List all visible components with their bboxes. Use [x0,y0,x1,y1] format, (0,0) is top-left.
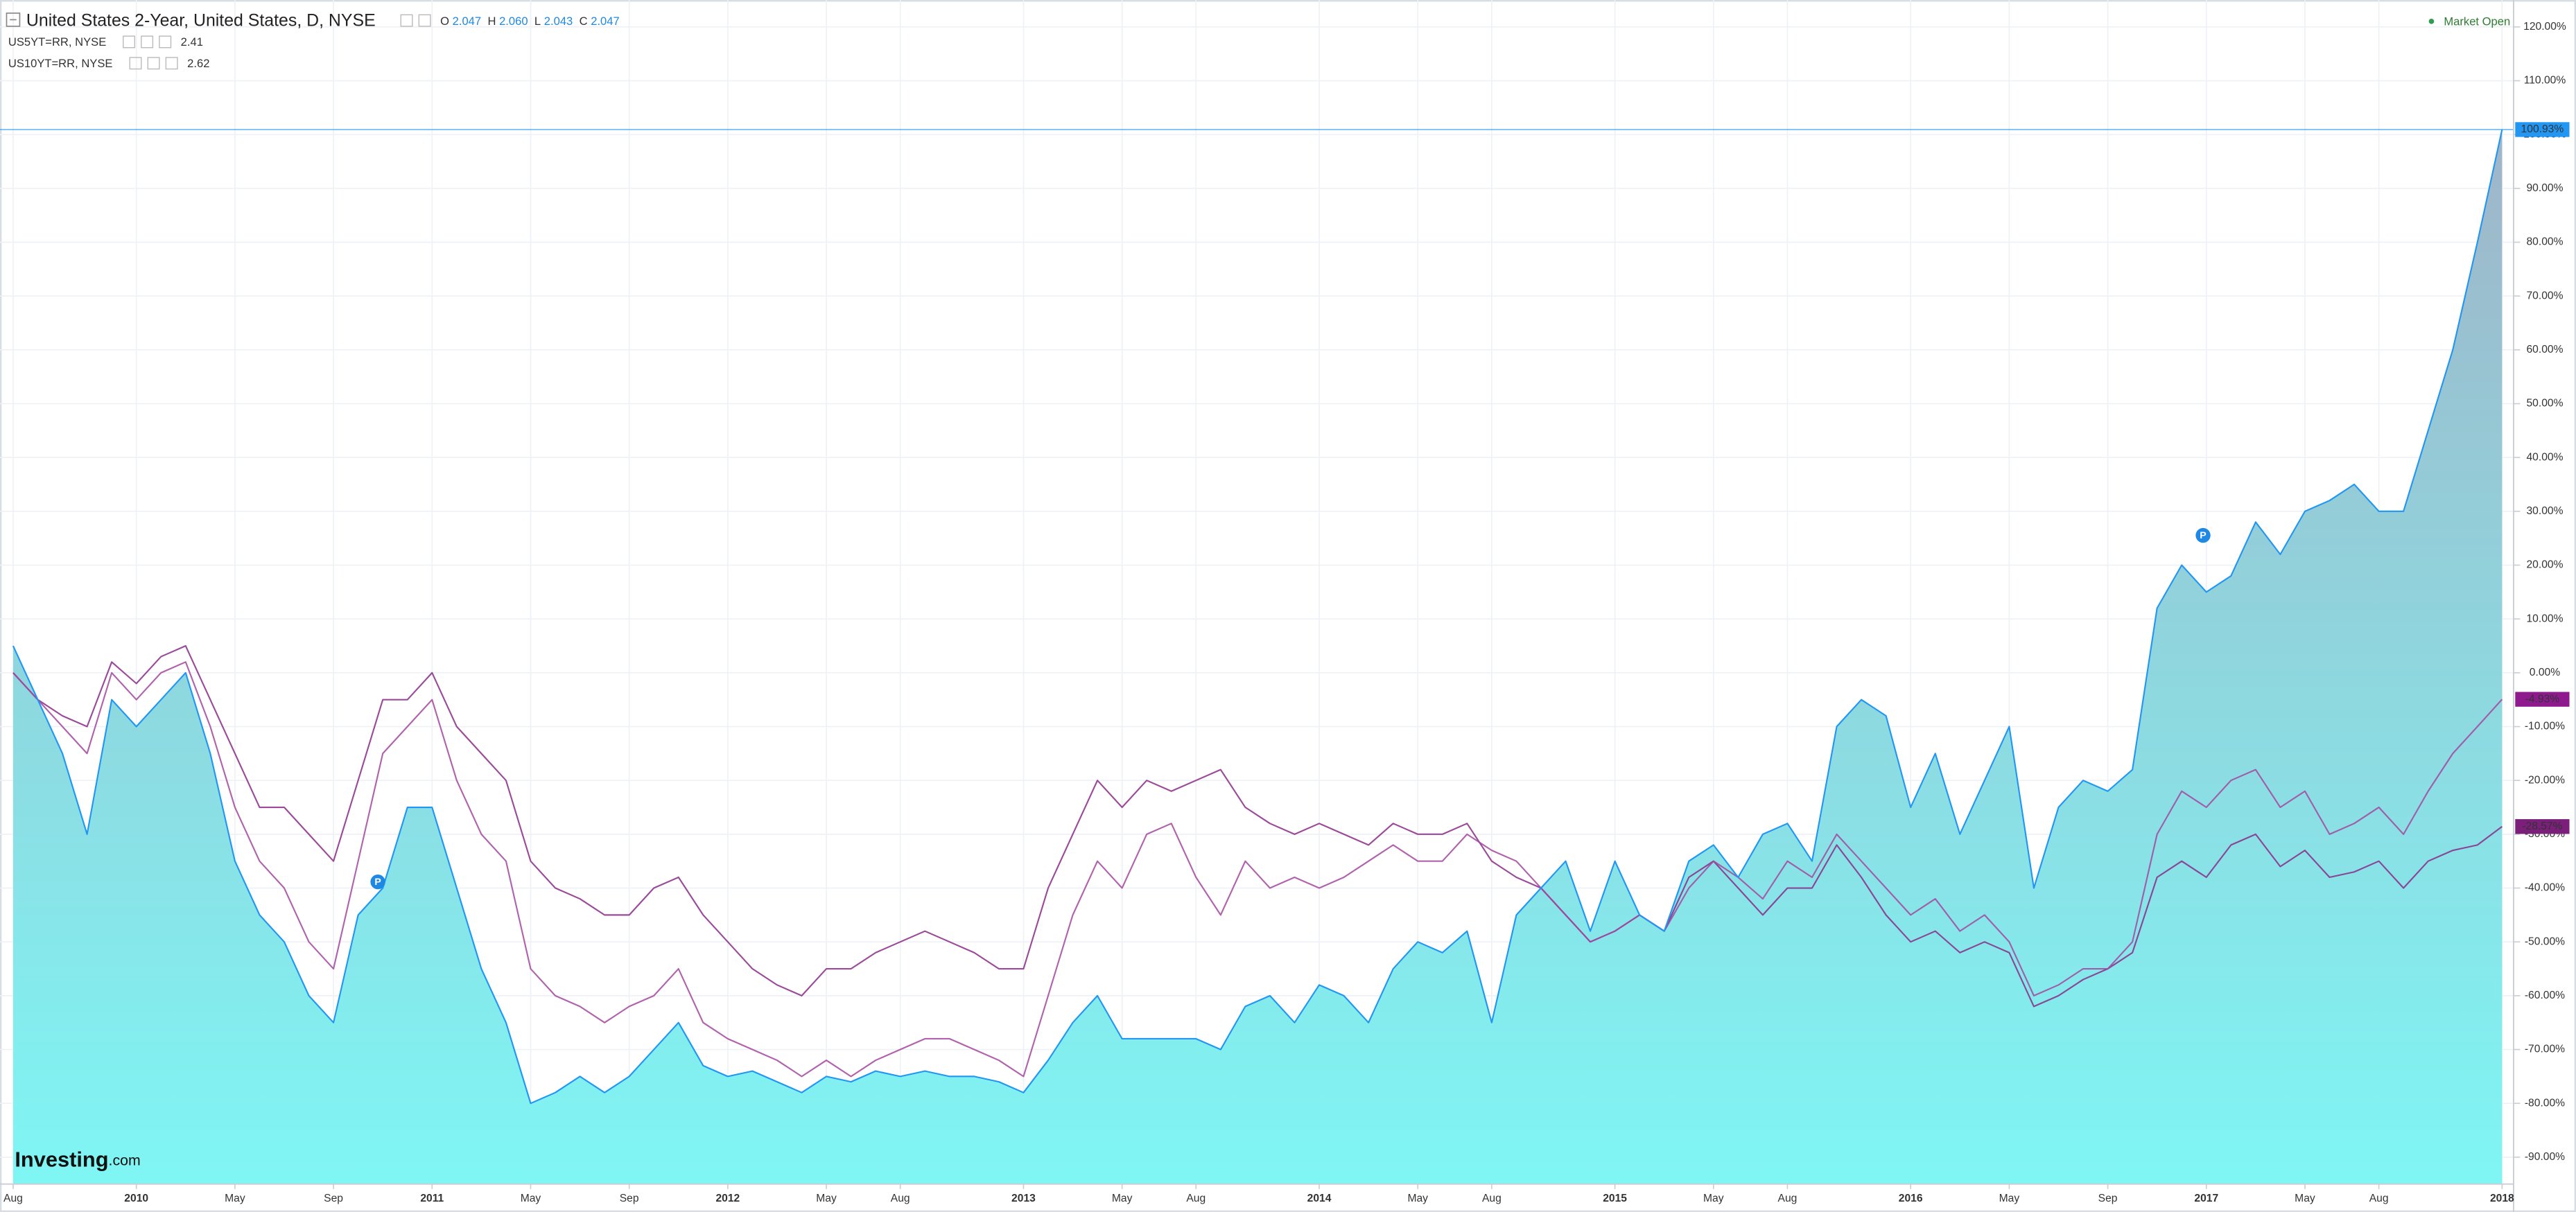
y-tick-label: -10.00% [2525,721,2565,732]
collapse-icon[interactable] [6,12,21,27]
y-tick-label: 20.00% [2526,559,2563,571]
icon-button[interactable] [147,57,160,70]
y-tick-label: -60.00% [2525,990,2565,1001]
last-value-label: -28.57% [2522,820,2562,832]
last-value-label: 100.93% [2521,123,2564,135]
x-tick-label: Aug [1778,1193,1798,1204]
x-tick-label: 2017 [2194,1193,2218,1204]
x-tick-label: Aug [1482,1193,1502,1204]
x-tick-label: 2012 [715,1193,740,1204]
logo-text: Investing [15,1148,108,1172]
x-tick-label: May [1407,1193,1428,1204]
annotation-label: P [2200,530,2206,541]
y-tick-label: 120.00% [2523,21,2566,33]
last-value-label: -4.93% [2525,693,2560,705]
x-tick-label: May [1999,1193,2020,1204]
y-tick-label: -80.00% [2525,1097,2565,1109]
y-tick-label: -40.00% [2525,882,2565,894]
market-status: Market Open [2444,15,2510,28]
x-tick-label: 2015 [1603,1193,1627,1204]
x-tick-label: 2014 [1307,1193,1332,1204]
icon-button[interactable] [159,35,172,49]
x-tick-label: May [521,1193,541,1204]
x-tick-label: May [816,1193,837,1204]
icon-button[interactable] [141,35,154,49]
y-tick-label: 10.00% [2526,613,2563,624]
x-tick-label: 2018 [2490,1193,2514,1204]
x-tick-label: Aug [2369,1193,2389,1204]
y-tick-label: -50.00% [2525,936,2565,947]
series-price: 2.62 [187,57,209,70]
icon-button[interactable] [418,14,431,27]
y-tick-label: 0.00% [2530,667,2560,678]
series-legend[interactable]: US5YT=RR, NYSE [8,35,106,49]
y-tick-label: 60.00% [2526,344,2563,355]
y-tick-label: 90.00% [2526,182,2563,194]
icon-button[interactable] [400,14,413,27]
annotation-marker[interactable] [2195,527,2211,543]
ohlc-label: L [534,15,541,28]
x-tick-label: Aug [891,1193,910,1204]
ohlc-value: 2.047 [453,15,482,28]
last-value-badge [2515,819,2570,834]
x-tick-label: 2010 [124,1193,148,1204]
x-tick-label: Sep [2098,1193,2118,1204]
x-tick-label: Sep [324,1193,343,1204]
ohlc-value: 2.043 [544,15,573,28]
icon-button[interactable] [129,57,142,70]
area [12,129,2503,1184]
last-value-badge [2515,692,2570,707]
y-tick-label: 50.00% [2526,398,2563,410]
y-tick-label: 40.00% [2526,451,2563,463]
x-tick-label: May [2295,1193,2315,1204]
status-dot [2428,19,2435,24]
x-tick-label: May [1703,1193,1724,1204]
ohlc-label: O [440,15,449,28]
x-tick-label: May [1112,1193,1133,1204]
x-tick-label: Aug [3,1193,23,1204]
logo: Investing.com [15,1148,140,1172]
icon-button[interactable] [123,35,136,49]
y-tick-label: 30.00% [2526,505,2563,517]
y-tick-label: -20.00% [2525,774,2565,786]
y-tick-label: 70.00% [2526,290,2563,301]
x-tick-label: 2016 [1899,1193,1923,1204]
x-tick-label: Aug [1186,1193,1206,1204]
ohlc-label: H [487,15,496,28]
header-icons [123,14,431,70]
x-tick-label: 2013 [1011,1193,1036,1204]
y-tick-label: -90.00% [2525,1151,2565,1163]
annotation-label: P [374,877,381,888]
y-tick-label: 110.00% [2524,75,2566,87]
main-series-title: United States 2-Year, United States, D, … [26,10,376,30]
x-tick-label: 2011 [420,1193,444,1204]
x-tick-label: Sep [620,1193,639,1204]
line [12,644,2503,1008]
y-tick-label: 80.00% [2526,236,2563,248]
y-tick-label: -70.00% [2525,1044,2565,1055]
last-value-badge [2515,122,2570,137]
line [12,661,2503,1078]
ohlc-value: 2.047 [591,15,619,28]
line [12,129,2503,1105]
plot: PP [0,129,2514,1184]
annotation-marker[interactable] [370,874,385,890]
ohlc-value: 2.060 [499,15,528,28]
ohlc: O 2.047 H 2.060 L 2.043 C 2.047 [440,15,620,28]
series-price: 2.41 [181,35,203,49]
axes: -90.00% -80.00% -70.00% -60.00% -50.00% -40.0… [3,21,2570,1204]
x-tick-label: May [225,1193,245,1204]
logo-suffix: .com [109,1152,141,1168]
series-legend[interactable]: US10YT=RR, NYSE [8,57,113,70]
icon-button[interactable] [165,57,178,70]
ohlc-label: C [580,15,588,28]
